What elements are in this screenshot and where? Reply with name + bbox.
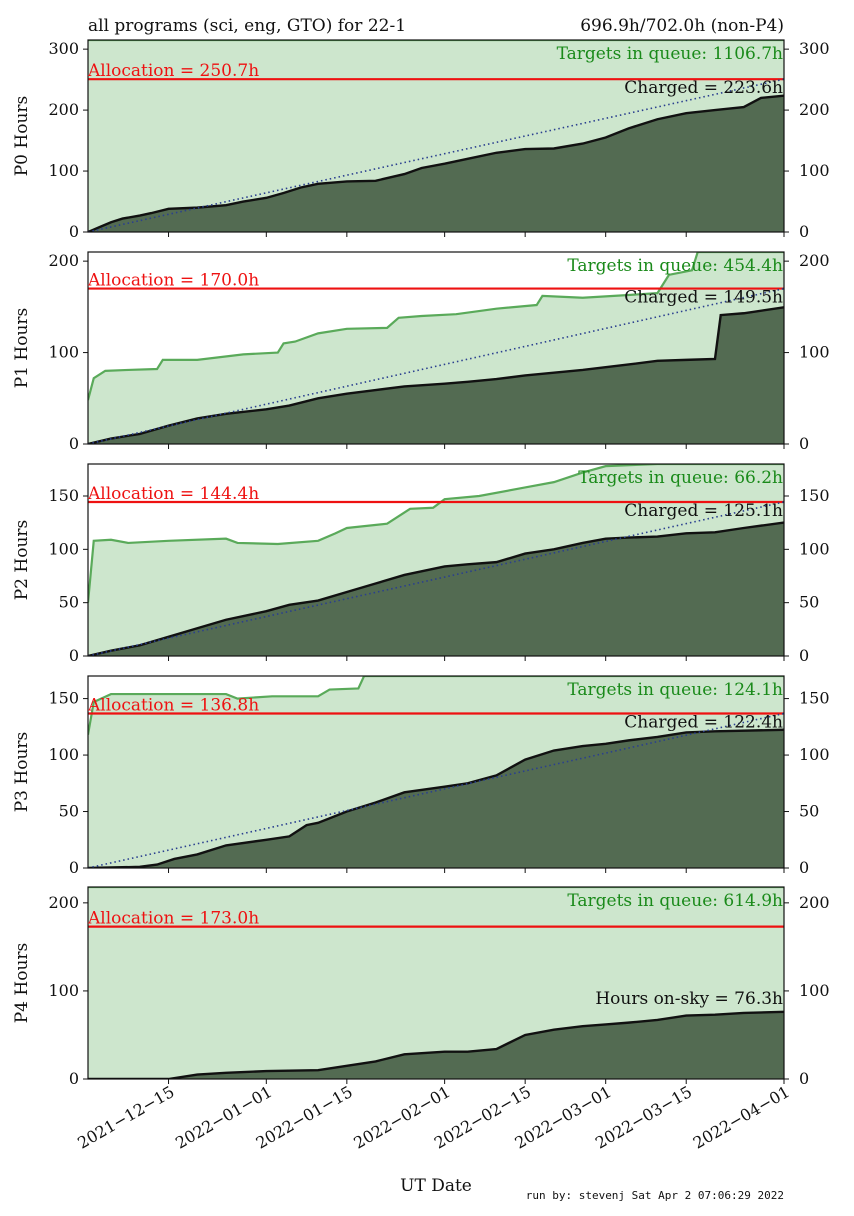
y-tick-label-right: 200 <box>799 251 830 270</box>
charged-line <box>88 1010 784 1079</box>
y-tick-label-right: 0 <box>799 1069 809 1088</box>
charged-line <box>88 728 784 868</box>
y-tick-label-right: 100 <box>799 745 830 764</box>
panels: 0 0 100 100 200 200 300 300 P0 Hours Allocation =… <box>12 39 830 1088</box>
y-tick-label-right: 200 <box>799 100 830 119</box>
charged-line <box>88 94 784 232</box>
queue-label: Targets in queue: 66.2h <box>578 468 783 488</box>
y-tick-label: 0 <box>69 858 79 877</box>
y-tick-label: 0 <box>69 222 79 241</box>
panel-frame <box>87 463 785 657</box>
y-tick-label-right: 100 <box>799 343 830 362</box>
queue-label: Targets in queue: 454.4h <box>567 256 783 276</box>
y-tick-label-right: 0 <box>799 222 809 241</box>
panel-p2: 0 0 50 50 100 100 150 150 P2 Hours Allocation = 1… <box>12 463 830 665</box>
x-axis: 2021−12−152022−01−012022−01−152022−02−01… <box>74 1082 793 1153</box>
y-tick-label-right: 0 <box>799 646 809 665</box>
panel-p0: 0 0 100 100 200 200 300 300 P0 Hours Allocation =… <box>12 39 830 241</box>
y-tick-label-right: 0 <box>799 858 809 877</box>
y-tick-label: 200 <box>48 251 79 270</box>
allocation-label: Allocation = 173.0h <box>87 909 259 929</box>
y-tick-label: 150 <box>48 486 79 505</box>
y-tick-label-right: 200 <box>799 893 830 912</box>
charged-label: Charged = 122.4h <box>624 712 783 732</box>
y-tick-label: 150 <box>48 689 79 708</box>
plot-area <box>88 887 784 1079</box>
y-tick-label-right: 50 <box>799 593 819 612</box>
y-tick-label-right: 100 <box>799 981 830 1000</box>
plot-area <box>88 464 784 656</box>
y-tick-label-right: 300 <box>799 39 830 58</box>
y-tick-label: 300 <box>48 39 79 58</box>
charged-label: Hours on-sky = 76.3h <box>595 989 783 1009</box>
panel-frame <box>87 251 785 445</box>
y-tick-label-right: 150 <box>799 486 830 505</box>
charged-line <box>88 306 784 444</box>
panel-p1: 0 0 100 100 200 200 P1 Hours Allocation = 170.0… <box>12 251 830 453</box>
y-axis-label: P4 Hours <box>12 943 32 1024</box>
queue-line <box>88 464 784 603</box>
target-line <box>88 712 784 868</box>
queue-line <box>88 252 784 401</box>
x-tick-label: 2021−12−15 <box>74 1082 177 1153</box>
charged-line <box>88 521 784 656</box>
plot-area <box>88 252 784 444</box>
panel-frame <box>87 886 785 1080</box>
panel-p4: 0 0 100 100 200 200 P4 Hours Allocation = 173.0… <box>12 886 830 1088</box>
queue-label: Targets in queue: 614.9h <box>567 891 783 911</box>
allocation-label: Allocation = 250.7h <box>87 61 259 81</box>
y-tick-label-right: 150 <box>799 689 830 708</box>
charged-label: Charged = 125.1h <box>624 501 783 521</box>
y-axis-label: P3 Hours <box>12 732 32 813</box>
charged-area <box>88 95 784 232</box>
figure-title: all programs (sci, eng, GTO) for 22-1 <box>88 16 406 36</box>
queue-label: Targets in queue: 1106.7h <box>557 44 783 64</box>
run-by-note: run by: stevenj Sat Apr 2 07:06:29 2022 <box>526 1189 784 1202</box>
y-tick-label-right: 100 <box>799 161 830 180</box>
y-tick-label: 100 <box>48 745 79 764</box>
charged-area <box>88 522 784 656</box>
allocation-label: Allocation = 144.4h <box>87 484 259 504</box>
queue-label: Targets in queue: 124.1h <box>567 680 783 700</box>
x-axis-label: UT Date <box>400 1176 472 1196</box>
plot-area <box>88 676 784 868</box>
y-tick-label: 0 <box>69 646 79 665</box>
y-axis-label: P1 Hours <box>12 308 32 389</box>
y-tick-label: 100 <box>48 161 79 180</box>
panel-p3: 0 0 50 50 100 100 150 150 P3 Hours Allocation = 1… <box>12 675 830 877</box>
y-axis-label: P0 Hours <box>12 96 32 177</box>
x-tick-label: 2022−04−01 <box>690 1082 793 1153</box>
charged-label: Charged = 149.5h <box>624 288 783 308</box>
y-tick-label-right: 0 <box>799 434 809 453</box>
panel-frame <box>87 39 785 233</box>
allocation-label: Allocation = 170.0h <box>87 271 259 291</box>
panel-frame <box>87 675 785 869</box>
y-tick-label: 100 <box>48 539 79 558</box>
target-line <box>88 287 784 444</box>
y-tick-label: 50 <box>59 802 79 821</box>
y-tick-label: 200 <box>48 893 79 912</box>
y-tick-label: 0 <box>69 1069 79 1088</box>
plot-area <box>88 40 784 232</box>
target-line <box>88 501 784 656</box>
figure-summary: 696.9h/702.0h (non-P4) <box>580 16 784 36</box>
y-tick-label: 100 <box>48 981 79 1000</box>
target-line <box>88 78 784 232</box>
allocation-label: Allocation = 136.8h <box>87 695 259 715</box>
charged-area <box>88 1011 784 1079</box>
y-tick-label: 0 <box>69 434 79 453</box>
y-tick-label-right: 50 <box>799 802 819 821</box>
y-tick-label-right: 100 <box>799 539 830 558</box>
y-axis-label: P2 Hours <box>12 520 32 601</box>
queue-line <box>88 676 784 735</box>
y-tick-label: 100 <box>48 343 79 362</box>
charged-area <box>88 729 784 868</box>
y-tick-label: 50 <box>59 593 79 612</box>
y-tick-label: 200 <box>48 100 79 119</box>
charged-label: Charged = 223.6h <box>624 78 783 98</box>
